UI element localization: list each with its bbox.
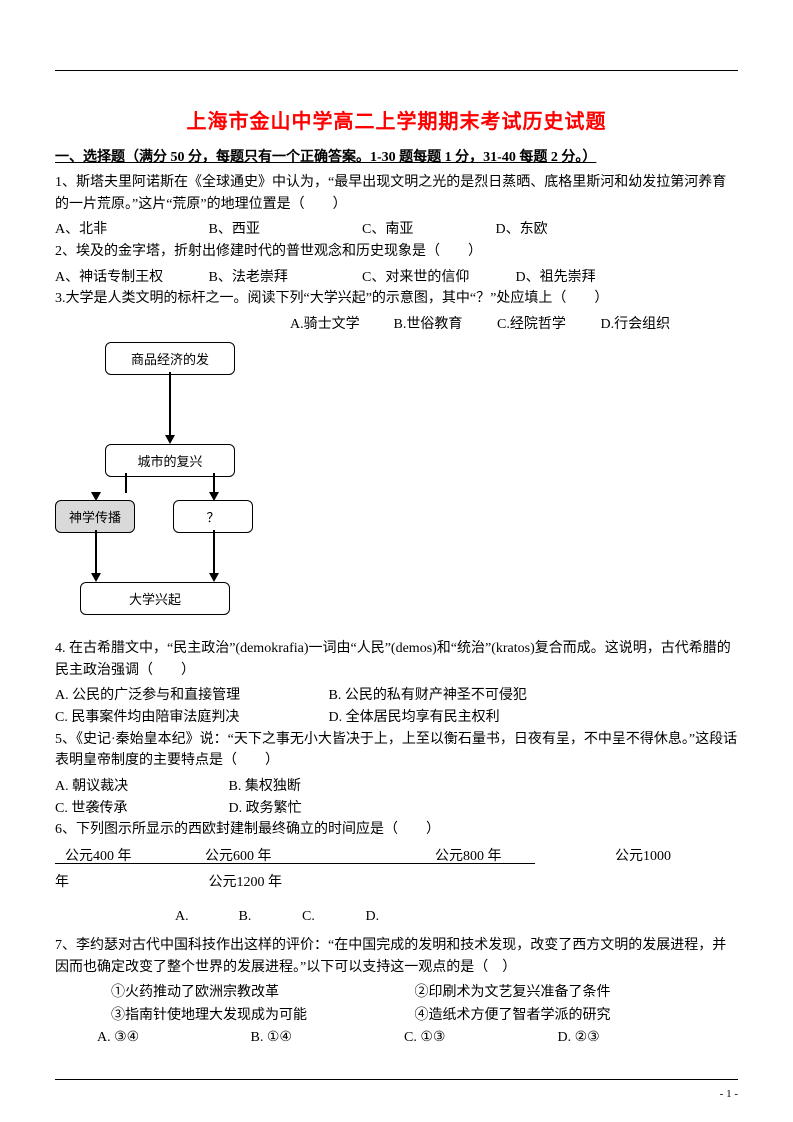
page-number: - 1 -: [720, 1088, 738, 1100]
q1-text: 1、斯塔夫里阿诺斯在《全球通史》中认为，“最早出现文明之光的是烈日蒸晒、底格里斯…: [55, 172, 738, 215]
q7-statements-row2: ③指南针使地理大发现成为可能 ④造纸术方便了智者学派的研究: [55, 1005, 738, 1027]
q7-c3: ③指南针使地理大发现成为可能: [111, 1005, 411, 1027]
q4-opt-a: A. 公民的广泛参与和直接管理: [55, 685, 325, 707]
arrow-line: [125, 473, 127, 493]
q4-text: 4. 在古希腊文中，“民主政治”(demokrafia)一词由“人民”(demo…: [55, 638, 738, 681]
q7-c4: ④造纸术方便了智者学派的研究: [415, 1008, 611, 1023]
q7-opt-d: D. ②③: [558, 1029, 708, 1046]
arrow-line: [95, 530, 97, 574]
arrow-line: [213, 530, 215, 574]
q5-opt-b: B. 集权独断: [229, 776, 301, 798]
q5-opt-d: D. 政务繁忙: [229, 798, 302, 820]
q6-opt-d: D.: [366, 909, 426, 925]
q2-opt-b: B、法老崇拜: [209, 267, 359, 289]
q4-options-row2: C. 民事案件均由陪审法庭判决 D. 全体居民均享有民主权利: [55, 707, 738, 729]
q5-text: 5、《史记·秦始皇本纪》说：“天下之事无小大皆决于上，上至以衡石量书，日夜有呈，…: [55, 729, 738, 772]
q1-opt-d: D、东欧: [496, 219, 596, 241]
q6-opt-a: A.: [175, 909, 235, 925]
q7-c1: ①火药推动了欧洲宗教改革: [111, 982, 411, 1004]
q4-opt-c: C. 民事案件均由陪审法庭判决: [55, 707, 325, 729]
q3-opt-a: A.骑士文学: [290, 314, 390, 336]
tick-600: 公元600 年: [205, 845, 272, 865]
q5-options-row1: A. 朝议裁决 B. 集权独断: [55, 776, 738, 798]
q7-opt-a: A. ③④: [97, 1029, 247, 1046]
flow-node-left: 神学传播: [55, 500, 135, 533]
q4-opt-d: D. 全体居民均享有民主权利: [329, 707, 500, 729]
flow-node-right: ？: [173, 500, 253, 533]
q6-opt-c: C.: [302, 909, 362, 925]
q7-statements-row1: ①火药推动了欧洲宗教改革 ②印刷术为文艺复兴准备了条件: [55, 982, 738, 1004]
tick-1000: 公元1000: [615, 845, 671, 865]
arrow-line: [169, 372, 171, 436]
q6-opt-b: B.: [239, 909, 299, 925]
q4-options-row1: A. 公民的广泛参与和直接管理 B. 公民的私有财产神圣不可侵犯: [55, 685, 738, 707]
q2-opt-d: D、祖先崇拜: [516, 267, 596, 289]
q7-options: A. ③④ B. ①④ C. ①③ D. ②③: [55, 1029, 738, 1046]
q1-opt-c: C、南亚: [362, 219, 492, 241]
arrow-head-icon: [209, 573, 219, 582]
q5-opt-a: A. 朝议裁决: [55, 776, 225, 798]
q4-opt-b: B. 公民的私有财产神圣不可侵犯: [329, 685, 527, 707]
q7-text: 7、李约瑟对古代中国科技作出这样的评价：“在中国完成的发明和技术发现，改变了西方…: [55, 935, 738, 978]
footer-rule: [55, 1079, 738, 1080]
q6-timeline: 公元400 年 公元600 年 公元800 年 公元1000: [55, 847, 738, 869]
q2-opt-a: A、神话专制王权: [55, 267, 205, 289]
arrow-head-icon: [91, 573, 101, 582]
q3-flowchart: 商品经济的发 城市的复兴 神学传播 ？ 大学兴起: [55, 342, 285, 622]
q3-options: A.骑士文学 B.世俗教育 C.经院哲学 D.行会组织: [55, 314, 738, 336]
tick-1200: 公元1200 年: [209, 875, 283, 890]
q7-opt-c: C. ①③: [404, 1029, 554, 1046]
exam-title: 上海市金山中学高二上学期期末考试历史试题: [55, 105, 738, 134]
q3-opt-c: C.经院哲学: [497, 314, 597, 336]
q6-timeline-row2: 年 公元1200 年: [55, 871, 738, 891]
arrow-line: [213, 473, 215, 493]
q6-text: 6、下列图示所显示的西欧封建制最终确立的时间应是（ ）: [55, 819, 738, 841]
q3-opt-d: D.行会组织: [601, 314, 671, 336]
q1-opt-b: B、西亚: [209, 219, 359, 241]
q7-c2: ②印刷术为文艺复兴准备了条件: [415, 985, 611, 1000]
q1-options: A、北非 B、西亚 C、南亚 D、东欧: [55, 219, 738, 241]
q6-options: A. B. C. D.: [55, 909, 738, 925]
q1-opt-a: A、北非: [55, 219, 205, 241]
q3-text: 3.大学是人类文明的标杆之一。阅读下列“大学兴起”的示意图，其中“？”处应填上（…: [55, 288, 738, 310]
arrow-head-icon: [165, 435, 175, 444]
q2-options: A、神话专制王权 B、法老崇拜 C、对来世的信仰 D、祖先崇拜: [55, 267, 738, 289]
tick-800: 公元800 年: [435, 845, 502, 865]
q2-text: 2、埃及的金字塔，折射出修建时代的普世观念和历史现象是（ ）: [55, 241, 738, 263]
q7-opt-b: B. ①④: [251, 1029, 401, 1046]
q5-options-row2: C. 世袭传承 D. 政务繁忙: [55, 798, 738, 820]
tick-400: 公元400 年: [65, 845, 132, 865]
top-rule: [55, 70, 738, 71]
q3-opt-b: B.世俗教育: [394, 314, 494, 336]
q2-opt-c: C、对来世的信仰: [362, 267, 512, 289]
flow-node-top: 商品经济的发: [105, 342, 235, 375]
tick-1000-suffix: 年: [55, 871, 205, 891]
flow-node-bottom: 大学兴起: [80, 582, 230, 615]
section-header: 一、选择题（满分 50 分，每题只有一个正确答案。1-30 题每题 1 分，31…: [55, 146, 738, 166]
q5-opt-c: C. 世袭传承: [55, 798, 225, 820]
